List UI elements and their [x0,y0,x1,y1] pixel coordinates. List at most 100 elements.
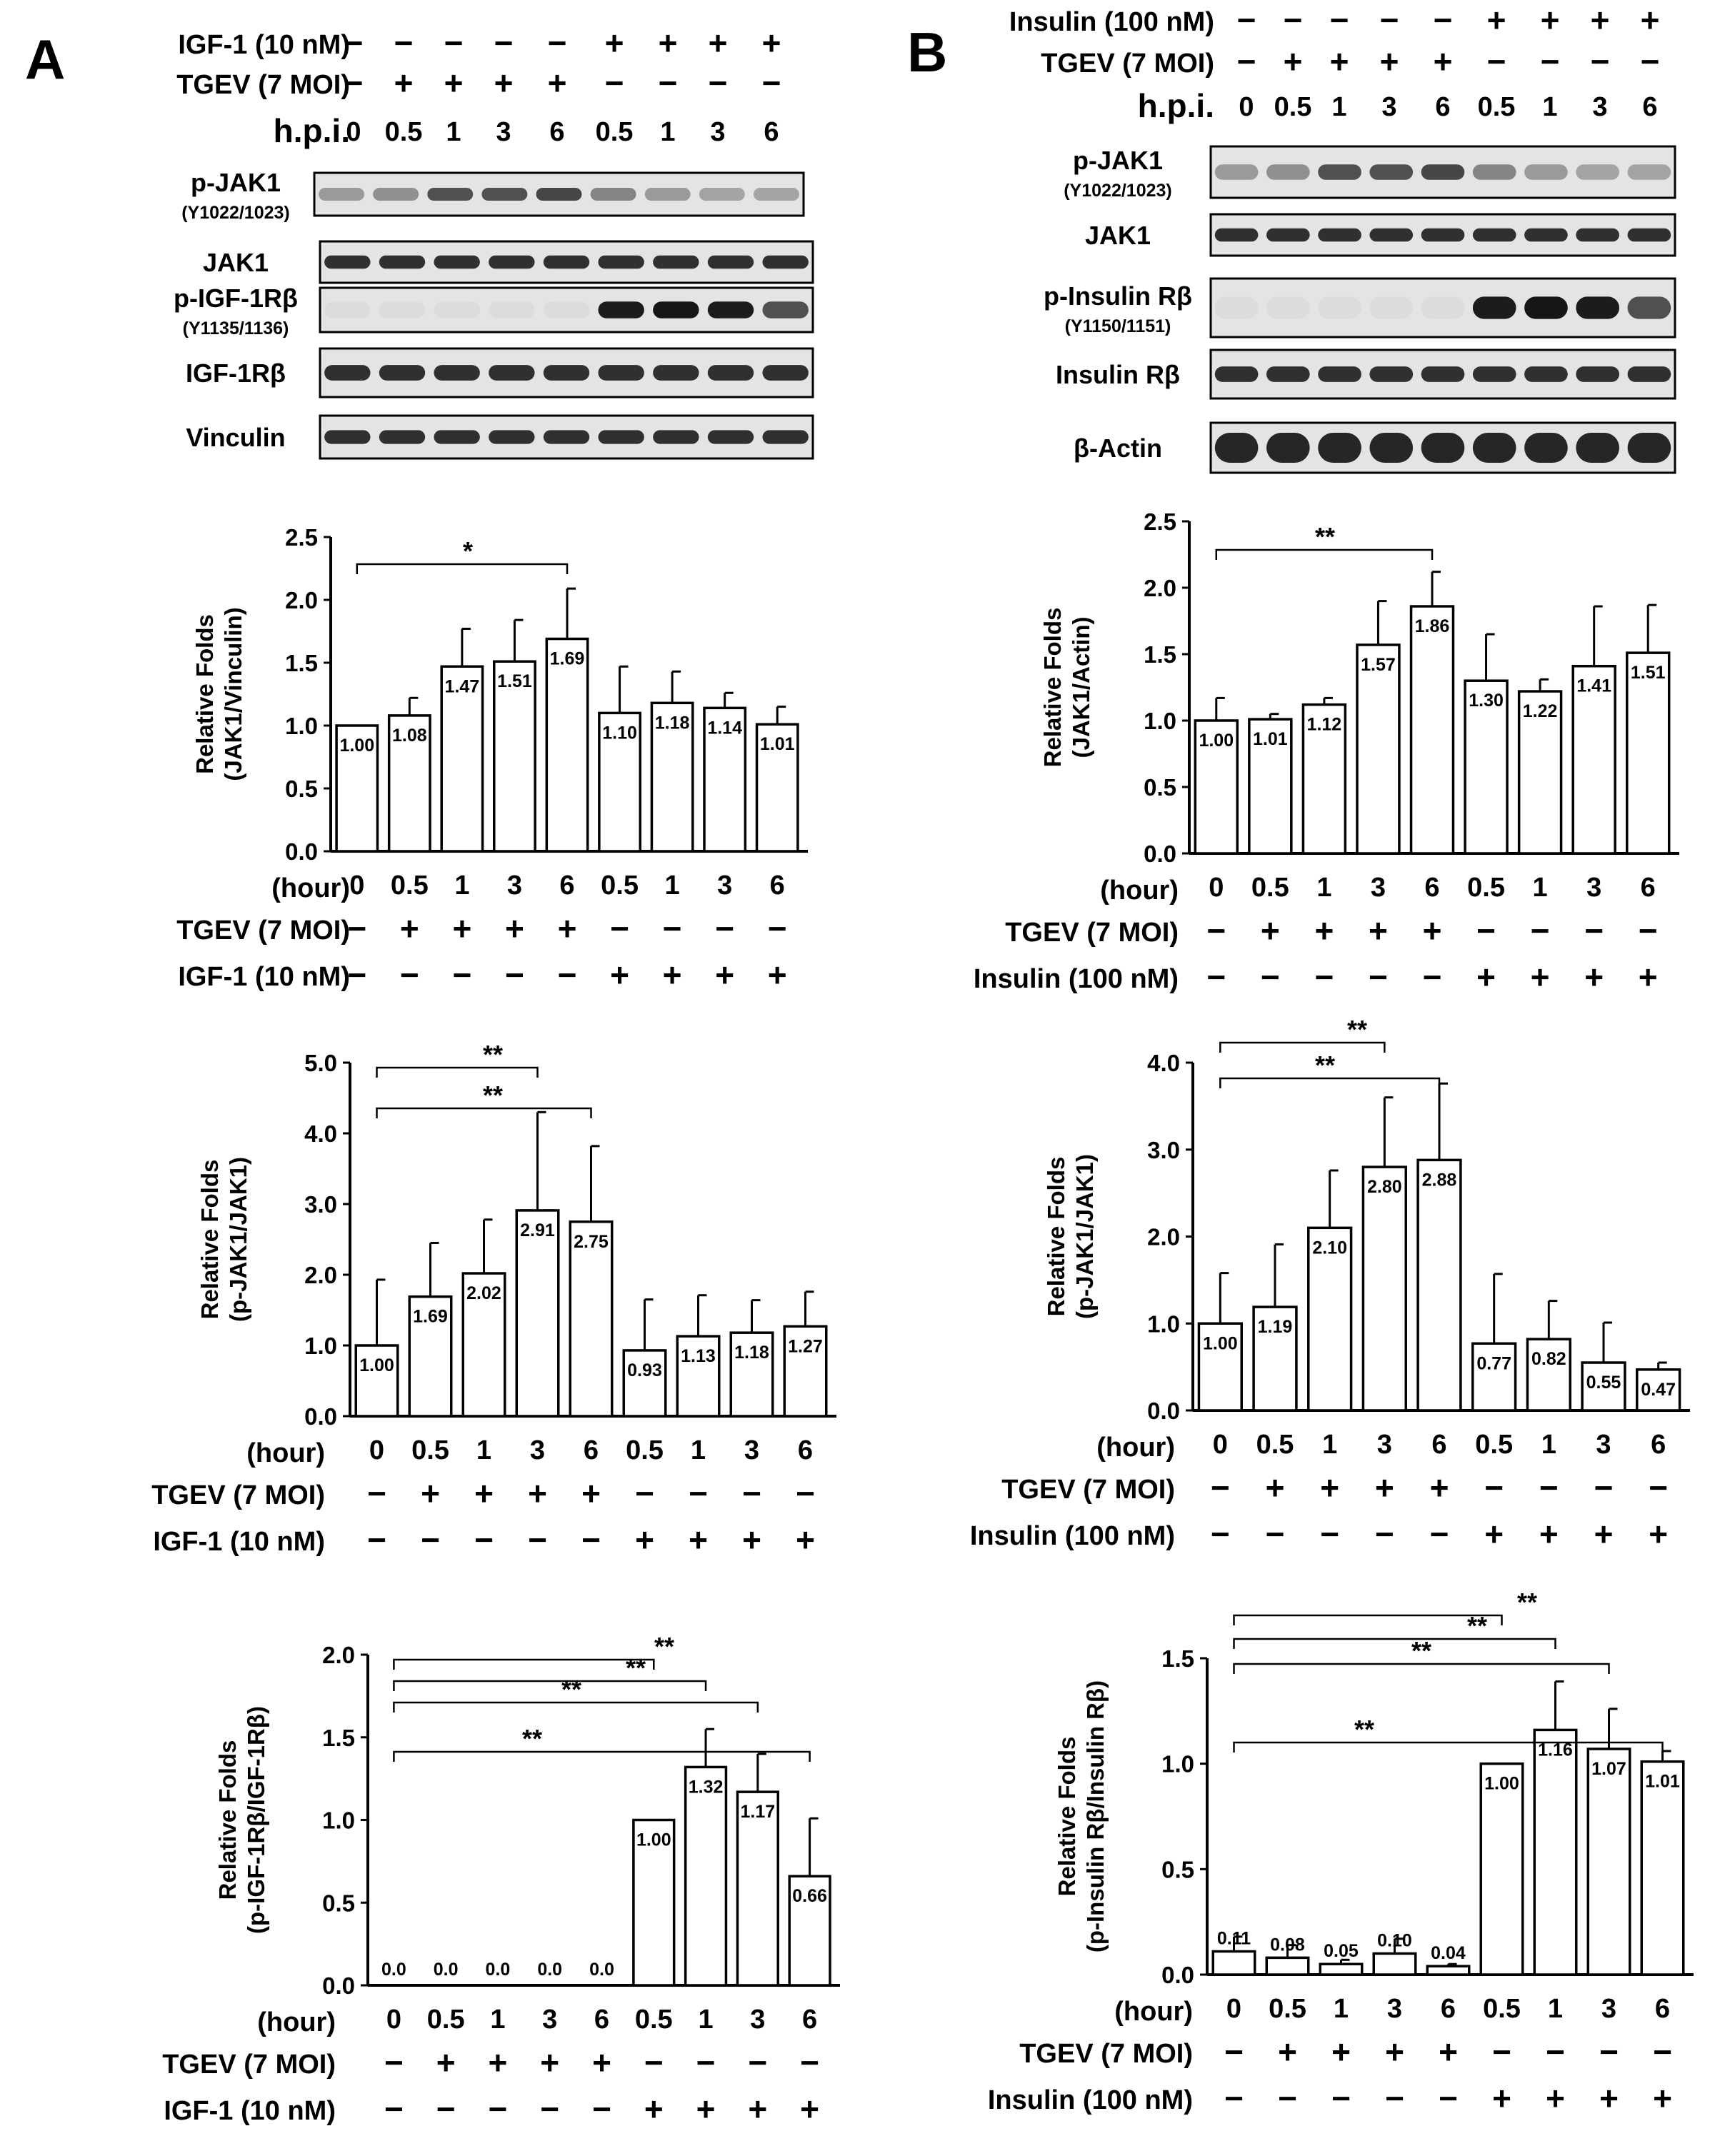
hour-value: 6 [1641,873,1656,903]
plus-sign: + [1284,43,1303,80]
band-label: p-JAK1 [191,168,281,197]
minus-sign: − [1211,1515,1230,1553]
band-label: Vinculin [186,423,285,452]
minus-sign: − [709,64,728,101]
plus-sign: + [1430,1469,1449,1506]
blot-band [1214,164,1259,180]
significance-bracket [1233,1663,1610,1674]
bar [755,723,799,853]
hpi-value: 1 [446,117,461,147]
band-sublabel: (Y1150/1151) [1065,316,1171,336]
minus-sign: − [1224,2080,1244,2117]
plus-sign: + [548,64,567,101]
data-label: 1.18 [655,713,690,733]
band-sublabel: (Y1022/1023) [1064,181,1172,201]
panel-letter-B: B [907,21,947,84]
blot-band [1266,296,1310,319]
hour-value: 3 [1586,873,1601,903]
data-label: 1.08 [392,726,427,746]
chart-B3: 0.0 0.5 1.0 1.5 Relative Folds (p-Insulin Rβ/… [988,1588,1694,2117]
data-label: 1.69 [413,1307,448,1327]
minus-sign: − [1539,1469,1559,1506]
hour-value: 6 [559,871,574,901]
blot-band [1524,433,1568,463]
minus-sign: − [1266,1515,1285,1553]
data-label: 0.04 [1431,1943,1466,1963]
hpi-value: 0.5 [1274,92,1312,122]
data-label: 1.10 [602,723,637,743]
y-tick-label: 0.0 [304,1403,337,1430]
blot-band [1318,228,1361,242]
bar [1197,1322,1243,1412]
hour-value: 0.5 [626,1435,664,1465]
data-label: 0.55 [1586,1373,1621,1393]
blot-row-4: Vinculin [186,414,814,460]
hpi-value: 0 [1239,92,1254,122]
factor-label: Insulin (100 nM) [988,2085,1193,2115]
y-tick-label: 1.5 [1144,641,1176,668]
significance-mark: ** [626,1653,646,1683]
plus-sign: + [592,2044,611,2081]
y-axis-title: (p-JAK1/JAK1) [225,1157,251,1322]
hour-label: (hour) [1096,1433,1175,1463]
minus-sign: − [1430,1515,1449,1553]
blot-band [319,188,365,201]
blot-band [1627,296,1671,319]
bar [1586,1748,1631,1976]
hour-value: 0.5 [391,871,429,901]
blot-band [762,301,809,319]
bar [1571,664,1616,855]
y-tick-label: 0.0 [1161,1962,1194,1988]
blot-band [1214,228,1259,242]
hour-value: 1 [1548,1994,1563,2024]
blot-band [481,188,528,201]
minus-sign: − [384,2044,404,2081]
plus-sign: + [1649,1515,1668,1553]
minus-sign: − [696,2044,716,2081]
plus-sign: + [558,910,577,947]
minus-sign: − [1385,2080,1404,2117]
minus-sign: − [1591,43,1610,80]
minus-sign: − [344,64,364,101]
minus-sign: − [1434,1,1453,39]
blot-band [1576,296,1619,319]
data-label: 0.05 [1324,1941,1359,1961]
plus-sign: + [762,24,781,61]
blot-band [324,301,371,319]
minus-sign: − [1531,912,1550,949]
band-label: JAK1 [203,248,269,277]
plus-sign: + [1266,1469,1285,1506]
hour-value: 1 [665,871,680,901]
y-tick-label: 0.0 [1147,1398,1180,1424]
plus-sign: + [1541,1,1560,39]
blot-band [543,365,590,381]
plus-sign: + [1584,958,1604,996]
treatment-label: TGEV (7 MOI) [176,70,350,100]
blot-band [1369,296,1414,319]
significance-mark: ** [1411,1636,1431,1665]
data-label: 0.0 [537,1960,562,1980]
blot-band [598,430,644,444]
blot-band [1576,228,1619,242]
data-label: 1.01 [1253,729,1288,749]
plus-sign: + [1369,912,1388,949]
blot-band [1318,366,1361,382]
minus-sign: − [644,2044,664,2081]
blot-band [1369,433,1414,463]
data-label: 1.18 [734,1343,769,1363]
hour-value: 6 [1431,1430,1446,1460]
minus-sign: − [1320,1515,1339,1553]
blot-band [699,188,745,201]
minus-sign: − [1206,912,1226,949]
bar [1248,718,1293,855]
data-label: 0.0 [381,1960,406,1980]
blot-band [1627,228,1671,242]
blot-band [1421,296,1465,319]
significance-bracket [376,1066,539,1078]
hpi-value: 1 [660,117,675,147]
minus-sign: − [1211,1469,1230,1506]
blot-band [598,301,644,319]
y-tick-label: 2.0 [1147,1224,1180,1250]
blot-row-2: p-IGF-1Rβ (Y1135/1136) [174,284,814,339]
hpi-value: 3 [496,117,511,147]
